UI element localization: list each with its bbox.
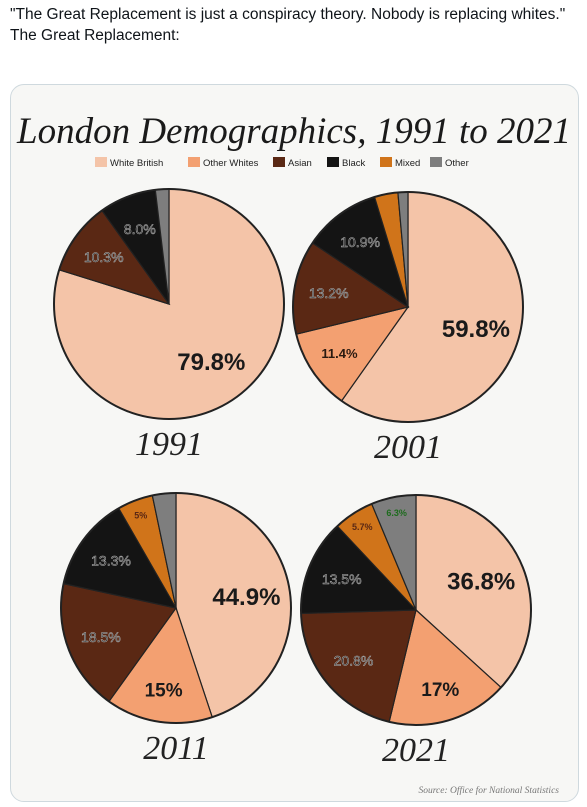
slice-label-2011-other-whites: 15% bbox=[145, 681, 183, 702]
pie-outline bbox=[53, 188, 285, 420]
legend-label: Black bbox=[342, 158, 365, 169]
pie-charts: 79.8% 10.3%8.0% 1991 59.8% 11.4% 13.2% 10.9% 20… bbox=[53, 188, 532, 769]
legend-swatch bbox=[95, 157, 107, 167]
pie-1991: 79.8% 10.3%8.0% 1991 bbox=[53, 188, 285, 463]
pie-2001: 59.8% 11.4% 13.2% 10.9% 2001 bbox=[292, 191, 524, 466]
slice-label-1991-white-british: 79.8% bbox=[177, 349, 245, 376]
slice-label-2011-white-british: 44.9% bbox=[212, 584, 280, 611]
pie-year-2011: 2011 bbox=[143, 730, 208, 767]
slice-label-2021-white-british: 36.8% bbox=[447, 569, 515, 596]
legend-item-white-british: White British bbox=[95, 157, 163, 169]
legend-swatch bbox=[430, 157, 442, 167]
legend-swatch bbox=[327, 157, 339, 167]
legend-item-black: Black bbox=[327, 157, 365, 169]
pie-year-2001: 2001 bbox=[374, 429, 442, 466]
tweet-text: "The Great Replacement is just a conspir… bbox=[10, 4, 580, 46]
chart-source: Source: Office for National Statistics bbox=[418, 785, 559, 796]
legend-label: Asian bbox=[288, 158, 312, 169]
slice-label-2011-black: 13.3% bbox=[91, 552, 131, 568]
legend-item-other-whites: Other Whites bbox=[188, 157, 259, 169]
slice-label-2021-other: 6.3% bbox=[386, 508, 407, 518]
chart-image[interactable]: London Demographics, 1991 to 2021 White … bbox=[10, 84, 579, 802]
slice-label-2001-black: 10.9% bbox=[340, 234, 380, 250]
pie-year-1991: 1991 bbox=[135, 426, 203, 463]
legend-swatch bbox=[273, 157, 285, 167]
slice-label-2001-asian: 13.2% bbox=[309, 285, 349, 301]
legend-label: Other Whites bbox=[203, 158, 259, 169]
slice-label-1991-asian: 10.3% bbox=[84, 249, 124, 265]
legend-swatch bbox=[380, 157, 392, 167]
slice-label-2011-mixed: 5% bbox=[134, 511, 147, 521]
legend-label: Other bbox=[445, 158, 469, 169]
pie-year-2021: 2021 bbox=[382, 732, 450, 769]
legend-item-asian: Asian bbox=[273, 157, 312, 169]
chart-title: London Demographics, 1991 to 2021 bbox=[16, 111, 571, 152]
pie-outline bbox=[300, 494, 532, 726]
pie-outline bbox=[292, 191, 524, 423]
tweet-line: The Great Replacement: bbox=[10, 27, 180, 44]
slice-label-2001-white-british: 59.8% bbox=[442, 316, 510, 343]
tweet-quote: "The Great Replacement is just a conspir… bbox=[10, 6, 566, 23]
legend-swatch bbox=[188, 157, 200, 167]
slice-label-1991-black: 8.0% bbox=[124, 221, 156, 237]
legend-label: Mixed bbox=[395, 158, 420, 169]
pie-2011: 44.9% 15% 18.5% 13.3% 5% 2011 bbox=[60, 492, 292, 767]
slice-label-2001-other-whites: 11.4% bbox=[321, 346, 358, 361]
legend-item-mixed: Mixed bbox=[380, 157, 420, 169]
chart-figure: London Demographics, 1991 to 2021 White … bbox=[16, 111, 571, 796]
slice-label-2021-asian: 20.8% bbox=[334, 653, 374, 669]
slice-label-2021-black: 13.5% bbox=[322, 571, 362, 587]
legend-label: White British bbox=[110, 158, 163, 169]
slice-label-2021-mixed: 5.7% bbox=[352, 522, 373, 532]
slice-label-2021-other-whites: 17% bbox=[421, 680, 459, 701]
slice-label-2011-asian: 18.5% bbox=[81, 629, 121, 645]
chart-legend: White British Other Whites Asian Black Mixed… bbox=[95, 157, 469, 169]
legend-item-other: Other bbox=[430, 157, 469, 169]
pie-outline bbox=[60, 492, 292, 724]
pie-2021: 36.8% 17% 20.8% 13.5% 5.7% 6.3% 2021 bbox=[300, 494, 532, 769]
